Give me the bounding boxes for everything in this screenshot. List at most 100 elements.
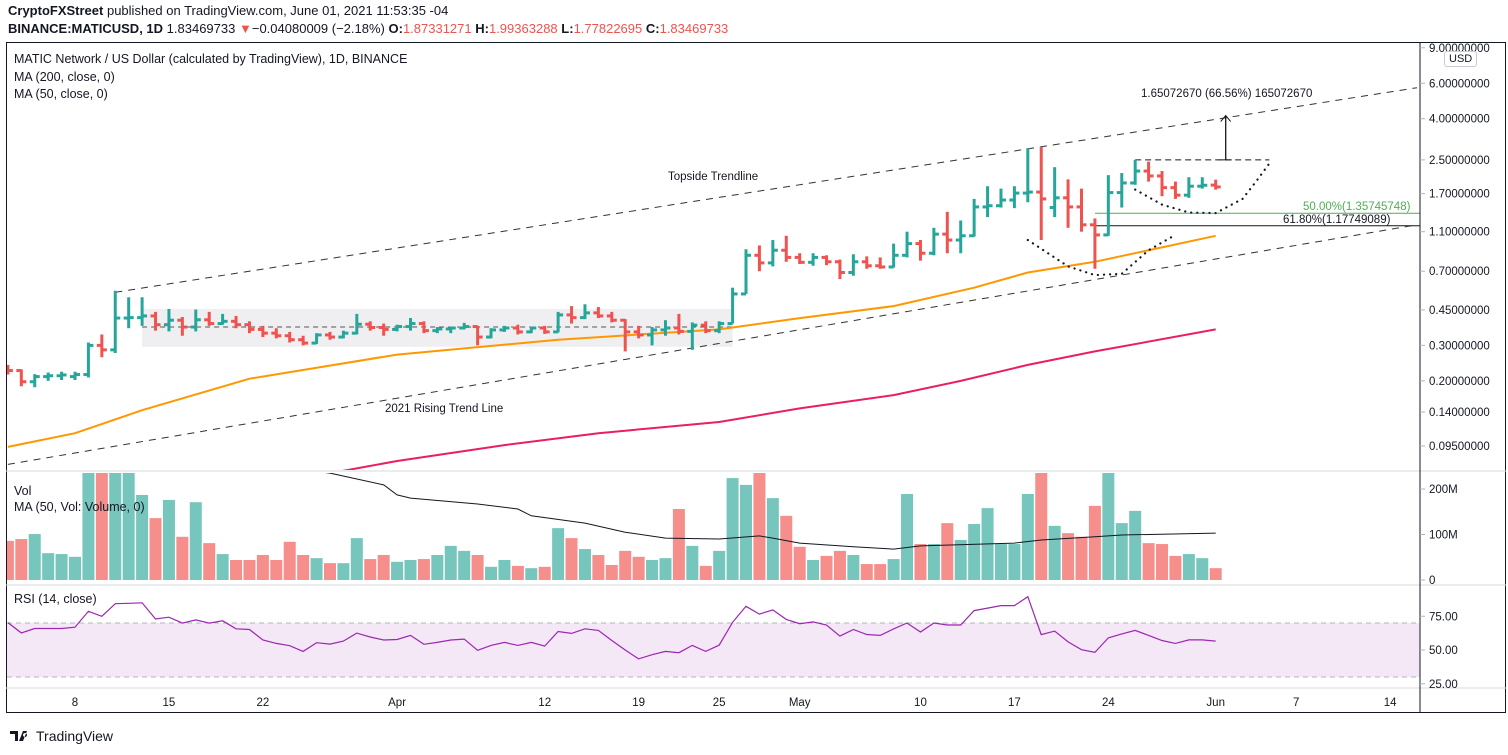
footer-brand: TradingView [36,728,114,744]
volume-bar [82,473,95,580]
volume-bar [243,559,256,580]
legend-ma50[interactable]: MA (50, close, 0) [14,87,108,101]
volume-bar [323,563,336,580]
price-bar [445,326,456,334]
volume-bar [646,559,659,580]
legend-vol-ma[interactable]: MA (50, Vol: Volume, 0) [14,500,145,514]
legend-vol[interactable]: Vol [14,484,32,498]
price-bar [29,374,40,388]
price-bar [83,342,94,378]
close-value: 1.83469733 [659,21,729,36]
measure-label: 1.65072670 (66.56%) 165072670 [1141,88,1313,100]
price-bar [271,328,282,339]
volume-bar [780,515,793,580]
open-label: O: [388,21,403,36]
volume-bar [458,550,471,580]
volume-bar [7,540,14,580]
tradingview-logo[interactable]: TradingView [10,728,113,744]
published-text: published on TradingView.com, June 01, 2… [103,3,449,18]
price-bar [1157,171,1168,197]
volume-bar [203,543,216,580]
price-bar [781,235,792,262]
volume-bar [592,554,605,580]
volume-bar [632,556,645,580]
volume-bar [69,556,81,580]
volume-bar [1129,510,1142,580]
price-bar [700,321,711,334]
price-bar [338,330,349,339]
volume-bar [216,554,229,580]
price-bar [123,297,134,329]
fib-50-label: 50.00%(1.35745748) [1303,201,1411,213]
volume-bar [417,559,430,580]
price-bar [794,253,805,265]
volume-bar [833,550,846,580]
price-bar [620,318,631,352]
volume-bar [726,478,739,580]
price-tick-label: 0.45000000 [1429,305,1490,317]
price-bar [1183,177,1194,198]
symbol: BINANCE:MATICUSD, 1D [8,21,164,36]
price-bar [1210,179,1221,190]
volume-bar [471,554,484,580]
price-bar [150,311,161,331]
rsi-pane [7,595,1420,678]
price-bar [633,325,644,339]
price-bar [982,186,993,218]
price-tick-label: 0.30000000 [1429,340,1490,352]
chart-frame [6,42,1506,713]
price-tick-label: 0.14000000 [1429,407,1490,419]
volume-bar [941,523,954,580]
price-bar [432,327,443,334]
legend-ma200[interactable]: MA (200, close, 0) [14,70,115,84]
price-bar [593,307,604,319]
volume-bar [1062,533,1075,580]
price-bar [70,371,80,380]
volume-bar [364,559,377,580]
volume-bar [1075,536,1088,580]
symbol-info: BINANCE:MATICUSD, 1D 1.83469733 ▼−0.0408… [8,21,728,36]
price-bar [767,240,778,267]
volume-bar [444,545,457,580]
price-bar [378,323,389,336]
open-value: 1.87331271 [402,21,472,36]
volume-bar [1008,544,1021,580]
price-bar [848,254,859,276]
currency-badge[interactable]: USD [1444,51,1478,67]
price-bar [928,227,939,256]
price-tick-label: 6.00000000 [1429,78,1490,90]
price-bar [647,327,658,346]
volume-bar [1021,494,1034,580]
price-bar [1170,181,1181,199]
date-tick-label: Jun [1206,697,1225,709]
rsi-band [7,623,1420,677]
price-bar [1036,146,1047,241]
price-bar [298,335,309,346]
volume-bar [176,536,189,580]
date-tick-label: 10 [914,697,927,709]
volume-bar [740,484,752,580]
tradingview-icon [10,731,28,741]
volume-bar [954,539,967,580]
legend-rsi[interactable]: RSI (14, close) [14,592,97,606]
price-bar [217,313,228,326]
price-bar [499,325,510,332]
price-tick-label: 4.00000000 [1429,114,1490,126]
date-tick-label: 24 [1102,697,1115,709]
volume-bar [552,528,565,580]
volume-bar [1115,523,1128,580]
date-tick-label: 17 [1008,697,1021,709]
price-bar [808,253,819,266]
volume-bar [578,549,591,580]
rsi-tick-label: 75.00 [1429,611,1458,623]
price-bar [1143,161,1154,182]
volume-bar [753,473,766,580]
high-value: 1.99363288 [488,21,558,36]
price-bar [579,304,590,320]
price-bar [942,211,953,254]
publisher-name[interactable]: CryptoFXStreet [8,3,104,18]
volume-bar [914,544,927,580]
cup-small-dotted [1134,162,1271,215]
volume-bar [377,554,390,580]
